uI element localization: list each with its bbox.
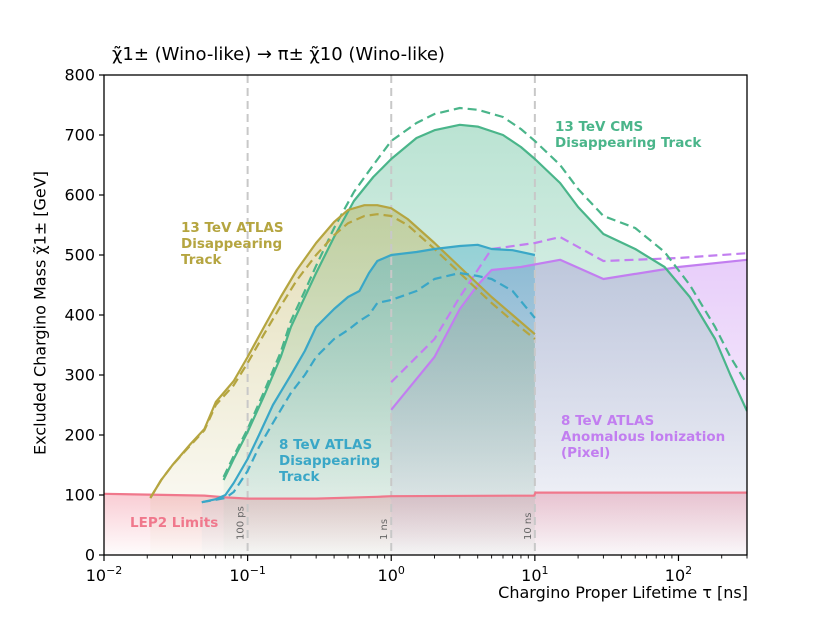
- y-tick-label: 200: [64, 426, 95, 445]
- chart-title: χ̃1± (Wino-like) → π± χ̃10 (Wino-like): [112, 44, 445, 65]
- x-tick-label: 100: [378, 564, 405, 585]
- y-tick-label: 700: [64, 126, 95, 145]
- x-axis-label: Chargino Proper Lifetime τ [ns]: [498, 583, 748, 602]
- x-tick-label: 101: [521, 564, 548, 585]
- y-tick-label: 800: [64, 66, 95, 85]
- lep2-limits-label: LEP2 Limits: [130, 515, 218, 531]
- reference-label-10-ns: 10 ns: [523, 513, 534, 540]
- 8-tev-atlas-anomalous-ionization-pixel-observed-line: [390, 258, 747, 411]
- 13-tev-atlas-disappearing-track-expected-line: [149, 213, 536, 499]
- y-tick-label: 400: [64, 306, 95, 325]
- y-tick-label: 500: [64, 246, 95, 265]
- 8-tev-atlas-disappearing-track-expected-line: [201, 271, 536, 504]
- y-tick-label: 0: [85, 546, 95, 565]
- 8-tev-atlas-anomalous-ionization-pixel-label: 8 TeV ATLAS Anomalous Ionization (Pixel): [561, 413, 725, 461]
- x-tick-label: 10−2: [86, 564, 123, 585]
- 13-tev-cms-disappearing-track-expected-line: [222, 106, 747, 478]
- 13-tev-cms-disappearing-track-label: 13 TeV CMS Disappearing Track: [555, 119, 702, 151]
- 13-tev-atlas-disappearing-track-observed-line: [149, 204, 536, 499]
- x-tick-label: 102: [665, 564, 692, 585]
- reference-label-1-ns: 1 ns: [379, 519, 390, 540]
- reference-label-100-ps: 100 ps: [236, 506, 247, 540]
- y-tick-label: 100: [64, 486, 95, 505]
- x-tick-label: 10−1: [229, 564, 266, 585]
- 13-tev-cms-disappearing-track-observed-line: [222, 123, 747, 481]
- 8-tev-atlas-disappearing-track-observed-line: [201, 243, 536, 504]
- lep2-limits-observed-line: [104, 491, 747, 500]
- y-tick-label: 300: [64, 366, 95, 385]
- 8-tev-atlas-disappearing-track-label: 8 TeV ATLAS Disappearing Track: [279, 437, 380, 485]
- 13-tev-atlas-disappearing-track-label: 13 TeV ATLAS Disappearing Track: [181, 220, 284, 268]
- y-tick-label: 600: [64, 186, 95, 205]
